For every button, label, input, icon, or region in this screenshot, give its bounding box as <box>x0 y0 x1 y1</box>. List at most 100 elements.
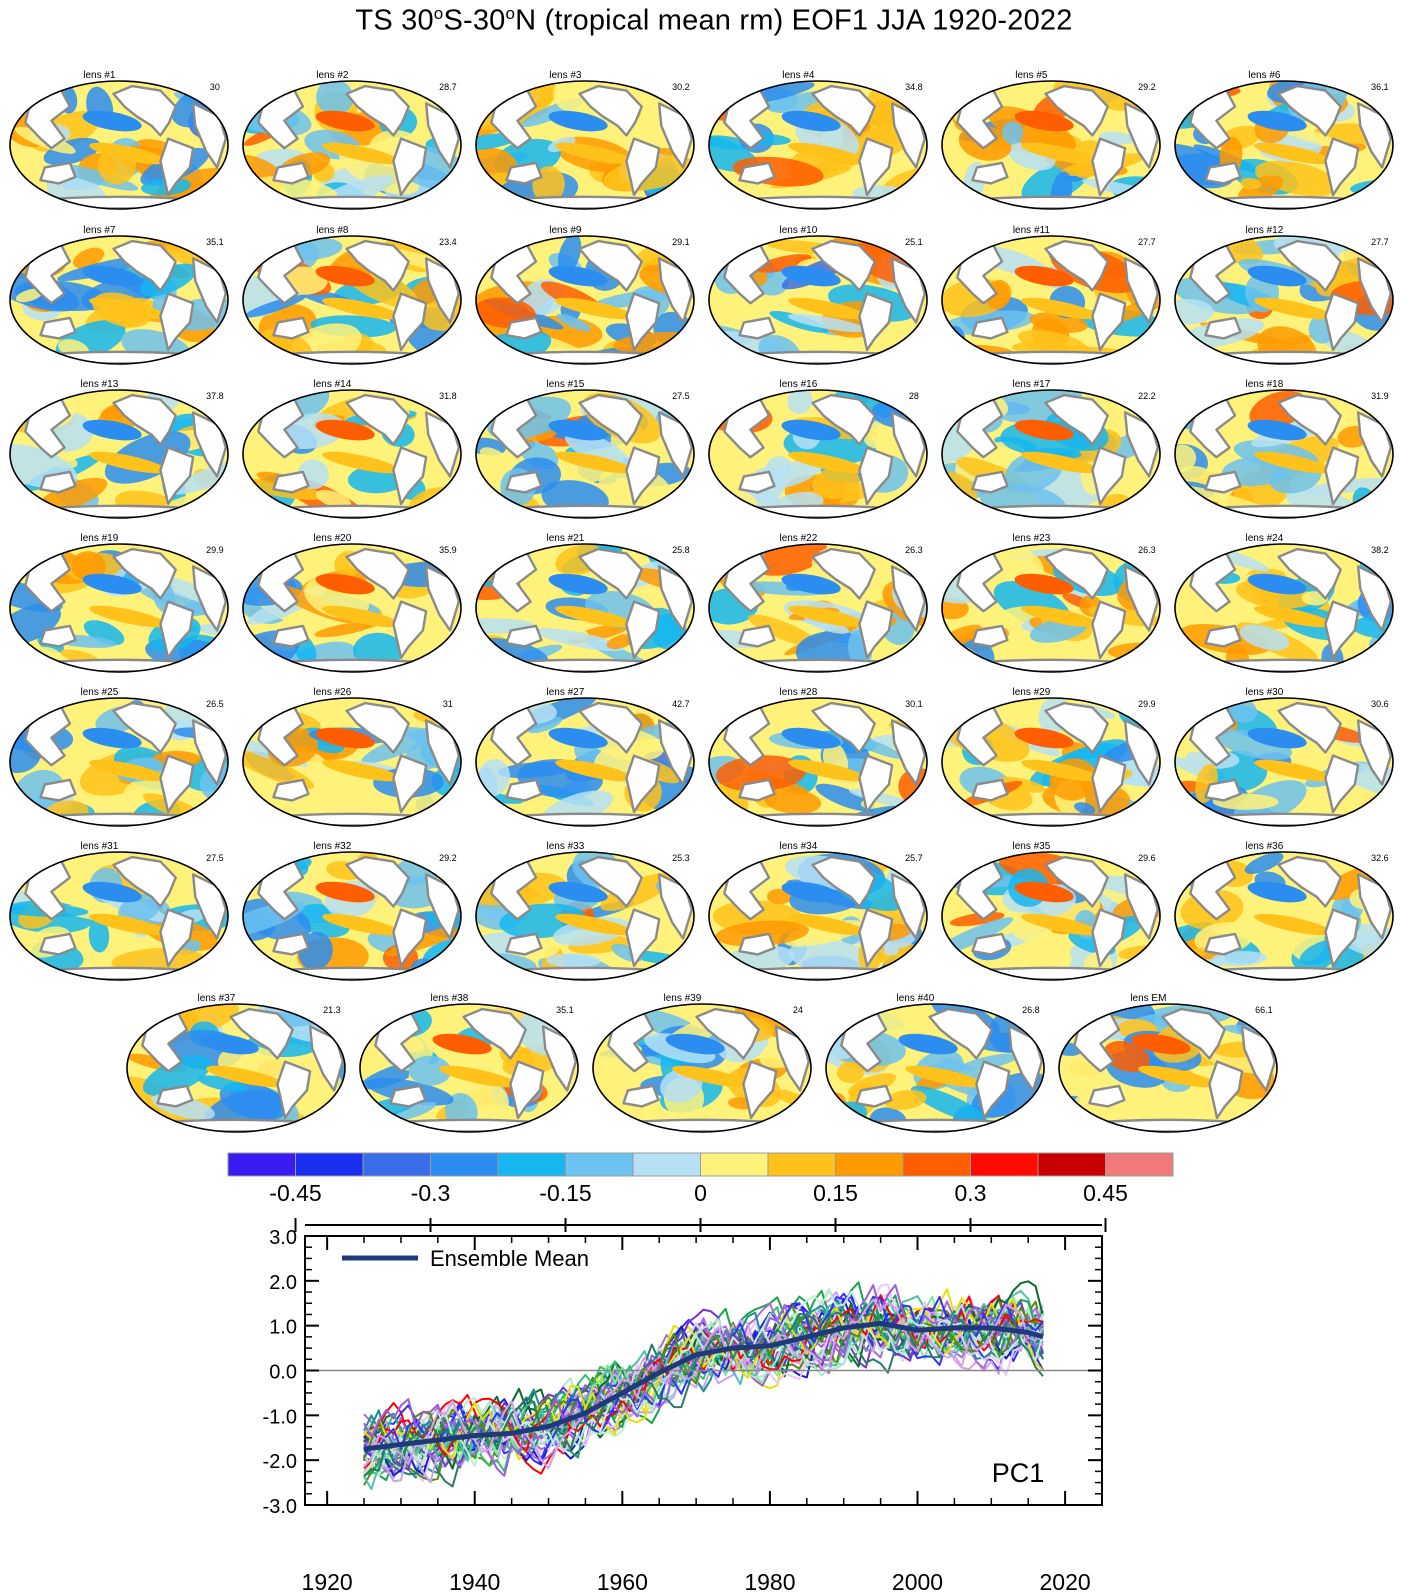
map-panel-variance: 26.3 <box>905 545 923 555</box>
map-panel-label: lens #11 <box>1013 225 1051 236</box>
map-panel-variance: 24 <box>793 1005 803 1015</box>
y-tick-label: 1.0 <box>269 1317 297 1339</box>
map-panel-variance: 29.2 <box>1138 82 1156 92</box>
map-panel-label: lens #33 <box>546 841 584 852</box>
map-panel-variance: 26.5 <box>206 699 224 709</box>
map-panel-label: lens #2 <box>316 70 349 81</box>
y-tick-label: 0.0 <box>269 1362 297 1384</box>
map-panel-28: lens #28 30.1 <box>708 687 928 827</box>
map-panel-label: lens #14 <box>313 379 351 390</box>
map-panel-variance: 38.2 <box>1371 545 1389 555</box>
map-panel-variance: 28 <box>909 391 919 401</box>
map-panel-40: lens #40 26.8 <box>825 993 1045 1133</box>
map-panel-10: lens #10 25.1 <box>708 225 928 365</box>
map-panel-label: lens #32 <box>313 841 351 852</box>
map-panel-label: lens #4 <box>782 70 815 81</box>
map-panel-1: lens #1 30 <box>9 70 229 210</box>
x-tick-label: 1920 <box>302 1569 353 1595</box>
map-panel-17: lens #17 22.2 <box>941 379 1161 519</box>
eof-map-panels: lens #1 30 lens #2 28.7 lens #3 30.2 lens #4 34… <box>9 70 1394 1133</box>
map-panel-variance: 29.9 <box>1138 699 1156 709</box>
map-panel-7: lens #7 35.1 <box>9 225 229 365</box>
map-panel-label: lens #37 <box>197 993 235 1004</box>
map-panel-variance: 25.1 <box>905 237 923 247</box>
map-panel-variance: 30.2 <box>672 82 690 92</box>
map-panel-34: lens #34 25.7 <box>708 841 928 981</box>
map-panel-variance: 31.9 <box>1371 391 1389 401</box>
map-panel-variance: 25.3 <box>672 853 690 863</box>
legend-label: Ensemble Mean <box>430 1246 589 1271</box>
map-panel-label: lens #19 <box>80 533 118 544</box>
map-panel-16: lens #16 28 <box>708 379 928 519</box>
map-panel-label: lens #1 <box>83 70 116 81</box>
map-panel-variance: 29.2 <box>439 853 457 863</box>
colorbar-tick-label: -0.3 <box>411 1180 451 1206</box>
map-panel-variance: 34.8 <box>905 82 923 92</box>
map-panel-variance: 35.1 <box>556 1005 574 1015</box>
x-tick-label: 1940 <box>449 1569 500 1595</box>
map-panel-label: lens #29 <box>1012 687 1050 698</box>
x-tick-label: 1960 <box>597 1569 648 1595</box>
map-panel-variance: 23.4 <box>439 237 457 247</box>
map-panel-label: lens #16 <box>779 379 817 390</box>
pc1-timeseries-plot: 3.0 2.0 1.0 0.0 -1.0 -2.0 -3.0 1920 1940 1960 1980… <box>263 1218 1107 1595</box>
map-panel-label: lens #10 <box>779 225 817 236</box>
map-panel-14: lens #14 31.8 <box>242 379 462 519</box>
map-panel-variance: 29.9 <box>206 545 224 555</box>
ensemble-members <box>363 1280 1044 1491</box>
map-panel-11: lens #11 27.7 <box>941 225 1161 365</box>
map-panel-variance: 31 <box>443 699 453 709</box>
map-panel-variance: 25.8 <box>672 545 690 555</box>
map-panel-variance: 37.8 <box>206 391 224 401</box>
map-panel-37: lens #37 21.3 <box>126 993 346 1133</box>
x-tick-label: 2000 <box>892 1569 943 1595</box>
map-panel-2: lens #2 28.7 <box>242 70 462 210</box>
map-panel-variance: 26.8 <box>1022 1005 1040 1015</box>
colorbar-tick-label: 0.15 <box>813 1180 858 1206</box>
y-tick-label: -2.0 <box>263 1451 297 1473</box>
map-panel-label: lens #22 <box>779 533 817 544</box>
map-panel-3: lens #3 30.2 <box>475 70 695 210</box>
pc1-annotation: PC1 <box>992 1458 1045 1488</box>
map-panel-22: lens #22 26.3 <box>708 533 928 673</box>
map-panel-32: lens #32 29.2 <box>242 841 462 981</box>
x-tick-label: 1980 <box>744 1569 795 1595</box>
map-panel-variance: 30.1 <box>905 699 923 709</box>
map-panel-label: lens #39 <box>663 993 701 1004</box>
map-panel-variance: 30 <box>210 82 220 92</box>
map-panel-label: lens #21 <box>546 533 584 544</box>
colorbar-tick-label: -0.45 <box>269 1180 321 1206</box>
y-tick-label: 3.0 <box>269 1227 297 1249</box>
map-panel-label: lens #15 <box>546 379 584 390</box>
map-panel-variance: 28.7 <box>439 82 457 92</box>
map-panel-variance: 25.7 <box>905 853 923 863</box>
map-panel-variance: 35.9 <box>439 545 457 555</box>
map-panel-27: lens #27 42.7 <box>475 687 695 827</box>
map-panel-label: lens #36 <box>1245 841 1283 852</box>
map-panel-38: lens #38 35.1 <box>359 993 579 1133</box>
map-panel-label: lens #26 <box>313 687 351 698</box>
map-panel-label: lens #23 <box>1012 533 1050 544</box>
map-panel-variance: 29.6 <box>1138 853 1156 863</box>
map-panel-9: lens #9 29.1 <box>475 225 695 365</box>
map-panel-label: lens #9 <box>549 225 582 236</box>
colorbar-tick-label: 0 <box>694 1180 707 1206</box>
map-panel-label: lens #40 <box>896 993 934 1004</box>
map-panel-25: lens #25 26.5 <box>9 687 229 827</box>
map-panel-26: lens #26 31 <box>242 687 462 827</box>
ensemble-member-line <box>363 1298 1044 1470</box>
map-panel-41: lens EM 66.1 <box>1058 993 1278 1133</box>
colorbar-tick-label: -0.15 <box>539 1180 591 1206</box>
map-panel-36: lens #36 32.6 <box>1174 841 1394 981</box>
map-panel-21: lens #21 25.8 <box>475 533 695 673</box>
map-panel-12: lens #12 27.7 <box>1174 225 1394 365</box>
map-panel-label: lens #3 <box>549 70 582 81</box>
map-panel-variance: 36.1 <box>1371 82 1389 92</box>
map-panel-variance: 31.8 <box>439 391 457 401</box>
map-panel-label: lens #20 <box>313 533 351 544</box>
map-panel-label: lens #12 <box>1245 225 1283 236</box>
y-tick-label: 2.0 <box>269 1272 297 1294</box>
map-panel-variance: 42.7 <box>672 699 690 709</box>
colorbar-tick-label: 0.3 <box>955 1180 987 1206</box>
map-panel-variance: 32.6 <box>1371 853 1389 863</box>
